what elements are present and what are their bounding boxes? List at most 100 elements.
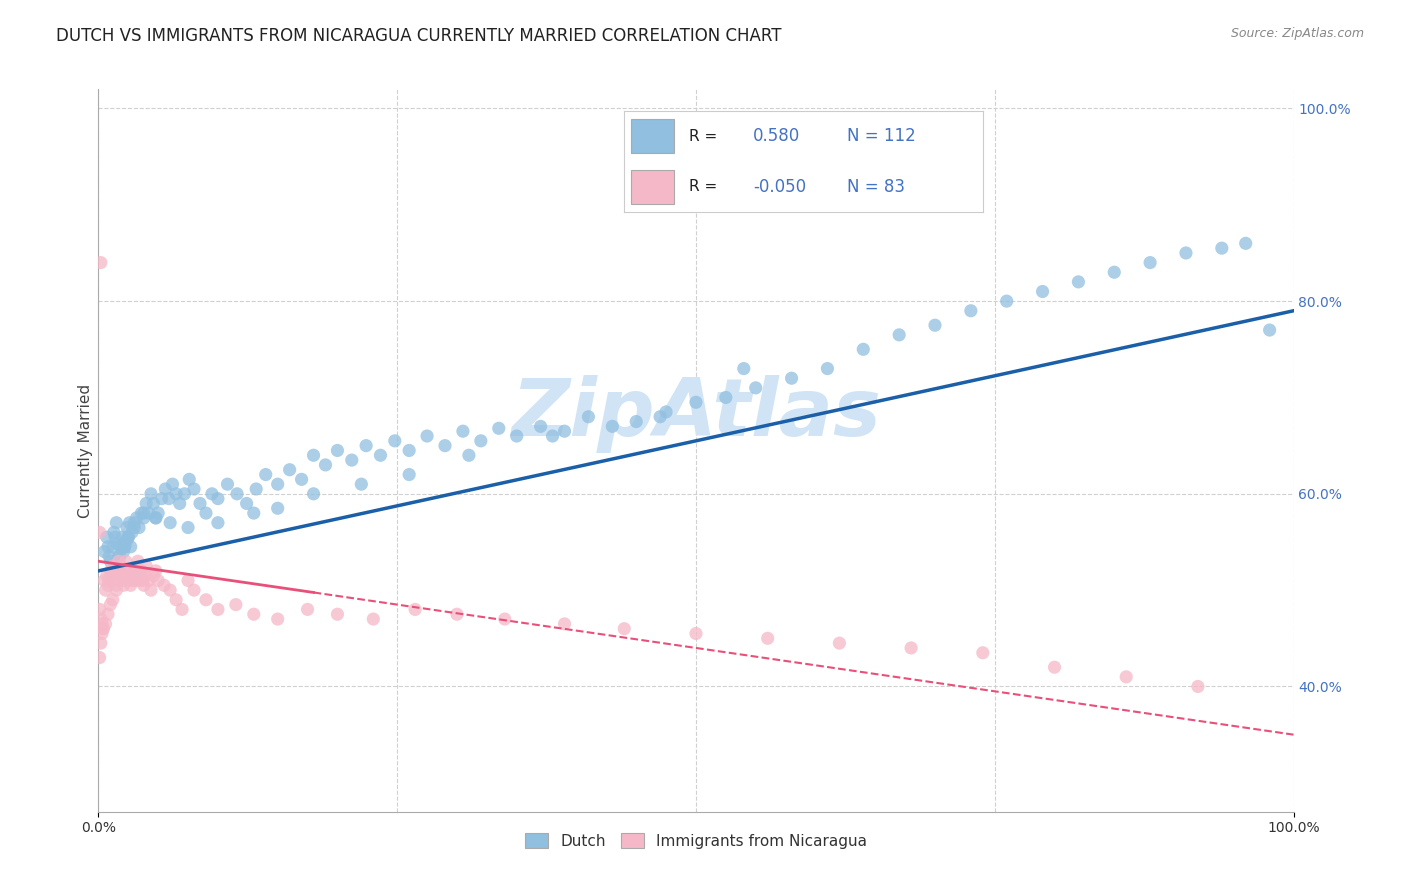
Point [217,477,239,491]
Point [148,574,170,588]
Point [315,458,337,472]
Point [972,646,994,660]
Point [416,429,439,443]
Point [226,487,249,501]
Point [121,564,143,578]
Point [139,583,162,598]
Point [613,622,636,636]
Point [97,540,120,554]
Point [207,516,229,530]
Point [434,439,457,453]
Point [108,559,131,574]
Point [780,371,803,385]
Point [685,395,707,409]
Point [89,650,111,665]
Point [733,361,755,376]
Point [183,482,205,496]
Point [363,612,385,626]
Point [225,598,247,612]
Point [90,612,112,626]
Point [828,636,851,650]
Point [132,506,155,520]
Point [104,574,127,588]
Point [488,421,510,435]
Point [101,592,124,607]
Point [506,429,529,443]
Point [107,549,129,564]
Point [128,568,150,582]
Point [108,564,131,578]
Legend: Dutch, Immigrants from Nicaragua: Dutch, Immigrants from Nicaragua [519,827,873,855]
Point [1104,265,1126,279]
Point [165,487,187,501]
Text: Source: ZipAtlas.com: Source: ZipAtlas.com [1230,27,1364,40]
Point [153,578,176,592]
Point [900,640,922,655]
Point [93,544,115,558]
Point [207,491,229,506]
Point [145,511,167,525]
Point [90,255,112,269]
Point [104,530,127,544]
Point [117,574,139,588]
Point [1115,670,1137,684]
Point [745,381,768,395]
Point [1175,246,1198,260]
Point [127,554,149,568]
Point [135,496,157,510]
Point [177,574,200,588]
Point [578,409,600,424]
Point [128,520,150,534]
Point [132,578,155,592]
Point [350,477,373,491]
Point [108,549,131,564]
Point [183,583,205,598]
Point [995,294,1018,309]
Point [98,574,121,588]
Point [111,574,134,588]
Point [96,568,118,582]
Point [91,626,114,640]
Point [155,482,177,496]
Point [91,616,114,631]
Point [98,549,121,564]
Point [326,443,349,458]
Point [138,574,160,588]
Point [107,568,129,582]
Point [370,448,392,462]
Point [302,448,325,462]
Point [120,540,142,554]
Point [98,598,122,612]
Point [1032,285,1054,299]
Point [112,544,135,558]
Point [1187,680,1209,694]
Point [494,612,516,626]
Point [1211,241,1233,255]
Point [451,424,474,438]
Point [96,530,118,544]
Point [105,554,128,568]
Point [470,434,492,448]
Point [541,429,564,443]
Point [278,463,301,477]
Point [125,511,148,525]
Point [554,616,576,631]
Point [297,602,319,616]
Point [138,506,160,520]
Point [404,602,426,616]
Point [131,564,153,578]
Point [243,506,266,520]
Point [115,554,138,568]
Point [145,564,167,578]
Point [94,616,117,631]
Point [159,516,181,530]
Point [245,482,267,496]
Point [1234,236,1257,251]
Point [340,453,363,467]
Point [159,583,181,598]
Point [103,525,125,540]
Point [188,496,211,510]
Point [655,405,678,419]
Point [118,568,141,582]
Point [326,607,349,622]
